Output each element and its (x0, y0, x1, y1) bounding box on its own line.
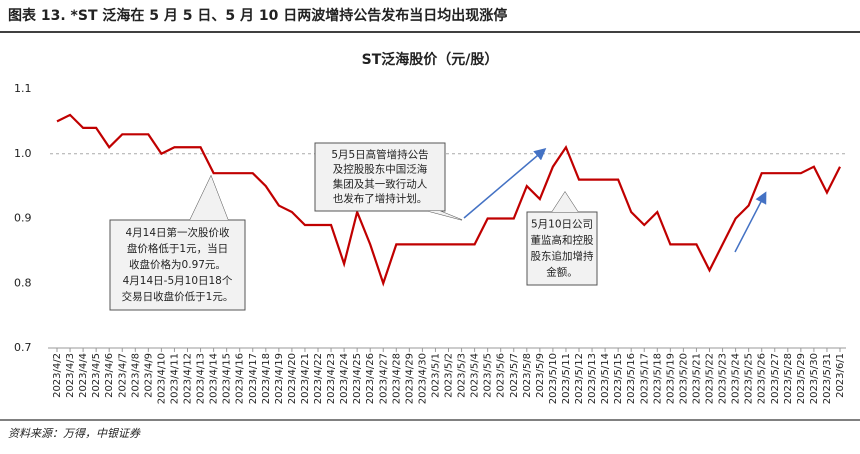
x-tick-label: 2023/4/20 (287, 353, 298, 404)
callout-text: 集团及其一致行动人 (333, 177, 428, 190)
x-tick-label: 2023/4/5 (91, 353, 102, 398)
x-tick-label: 2023/5/10 (548, 353, 559, 404)
callout-box (526, 211, 598, 286)
x-tick-label: 2023/5/5 (483, 353, 494, 398)
x-tick-label: 2023/5/12 (574, 353, 585, 404)
callout-text: 董监高和控股 (531, 234, 594, 247)
x-tick-label: 2023/4/7 (117, 353, 128, 398)
x-tick-label: 2023/5/13 (587, 353, 598, 404)
x-tick-label: 2023/5/11 (561, 353, 572, 404)
x-tick-label: 2023/4/21 (300, 353, 311, 404)
x-tick-label: 2023/4/28 (391, 353, 402, 404)
y-tick-label: 0.7 (14, 341, 32, 354)
callout-pointer-cover (552, 192, 578, 212)
callout-text: 5月5日高管增持公告 (331, 148, 428, 161)
x-tick-label: 2023/5/8 (522, 353, 533, 398)
x-tick-label: 2023/5/28 (783, 353, 794, 404)
x-tick-label: 2023/4/8 (130, 353, 141, 398)
x-tick-label: 2023/5/21 (691, 353, 702, 404)
x-tick-label: 2023/4/23 (326, 353, 337, 404)
x-tick-label: 2023/4/14 (209, 353, 220, 404)
x-tick-label: 2023/4/9 (143, 353, 154, 398)
x-tick-label: 2023/4/19 (274, 353, 285, 404)
header-title: 图表 13. *ST 泛海在 5 月 5 日、5 月 10 日两波增持公告发布当… (8, 7, 507, 24)
x-tick-label: 2023/5/22 (705, 353, 716, 404)
source: 资料来源：万得，中银证券 (8, 427, 141, 440)
x-tick-label: 2023/5/9 (535, 353, 546, 398)
callout-text: 交易日收盘价低于1元。 (122, 290, 234, 303)
callout-pointer-cover (428, 211, 462, 220)
callout-text: 5月10日公司 (531, 219, 593, 231)
x-tick-label: 2023/4/6 (104, 353, 115, 398)
x-tick-label: 2023/4/10 (156, 353, 167, 404)
x-tick-label: 2023/5/3 (457, 353, 468, 398)
x-tick-label: 2023/4/3 (65, 353, 76, 398)
callout-text: 及控股股东中国泛海 (333, 163, 428, 176)
callout-box (109, 219, 246, 311)
callout-text: 也发布了增持计划。 (333, 192, 428, 205)
x-tick-label: 2023/5/23 (718, 353, 729, 404)
x-tick-label: 2023/4/2 (52, 353, 63, 398)
x-tick-label: 2023/4/15 (222, 353, 233, 404)
x-tick-label: 2023/4/17 (248, 353, 259, 404)
price-line (56, 113, 841, 287)
x-tick-label: 2023/5/29 (796, 353, 807, 404)
x-tick-label: 2023/4/16 (235, 353, 246, 404)
callout-text: 盘价格低于1元，当日 (127, 242, 228, 255)
x-tick-label: 2023/5/30 (809, 353, 820, 404)
x-tick-label: 2023/5/20 (678, 353, 689, 404)
y-tick-label: 0.9 (14, 212, 32, 225)
x-tick-label: 2023/4/22 (313, 353, 324, 404)
trend-arrow (734, 191, 767, 253)
x-tick-label: 2023/4/29 (404, 353, 415, 404)
x-tick-label: 2023/5/15 (613, 353, 624, 404)
x-tick-label: 2023/5/2 (444, 353, 455, 398)
x-tick-label: 2023/5/27 (770, 353, 781, 404)
callout-text: 金额。 (546, 265, 578, 278)
x-tick-label: 2023/5/7 (509, 353, 520, 398)
x-tick-label: 2023/5/17 (639, 353, 650, 404)
callout-text: 收盘价格为0.97元。 (129, 258, 226, 271)
x-tick-label: 2023/5/19 (665, 353, 676, 404)
x-tick-label: 2023/4/4 (78, 353, 89, 398)
y-tick-label: 1.0 (14, 147, 32, 160)
callout-pointer-cover (190, 176, 228, 220)
trend-arrow (463, 148, 547, 219)
x-tick-label: 2023/4/26 (365, 353, 376, 404)
callout-box (314, 142, 446, 212)
x-tick-label: 2023/5/4 (470, 353, 481, 398)
x-tick-label: 2023/4/25 (352, 353, 363, 404)
x-tick-label: 2023/4/12 (183, 353, 194, 404)
x-tick-label: 2023/4/11 (169, 353, 180, 404)
y-tick-label: 1.1 (14, 82, 32, 95)
x-tick-label: 2023/4/24 (339, 353, 350, 404)
x-tick-label: 2023/5/25 (744, 353, 755, 404)
x-tick-label: 2023/5/18 (652, 353, 663, 404)
x-tick-label: 2023/5/16 (626, 353, 637, 404)
callout-text: 4月14日-5月10日18个 (123, 275, 233, 287)
x-tick-label: 2023/5/14 (600, 353, 611, 404)
x-tick-label: 2023/5/26 (757, 353, 768, 404)
x-tick-label: 2023/4/13 (196, 353, 207, 404)
x-tick-label: 2023/4/30 (417, 353, 428, 404)
x-tick-label: 2023/6/1 (835, 353, 846, 398)
x-tick-label: 2023/4/18 (261, 353, 272, 404)
x-tick-label: 2023/4/27 (378, 353, 389, 404)
chart-title: ST泛海股价（元/股） (362, 51, 499, 68)
callout-text: 股东追加增持 (531, 249, 594, 262)
x-tick-label: 2023/5/1 (430, 353, 441, 398)
x-tick-label: 2023/5/31 (822, 353, 833, 404)
x-tick-label: 2023/5/6 (496, 353, 507, 398)
callout-text: 4月14日第一次股价收 (125, 226, 230, 239)
y-tick-label: 0.8 (14, 276, 32, 289)
x-tick-label: 2023/5/24 (731, 353, 742, 404)
